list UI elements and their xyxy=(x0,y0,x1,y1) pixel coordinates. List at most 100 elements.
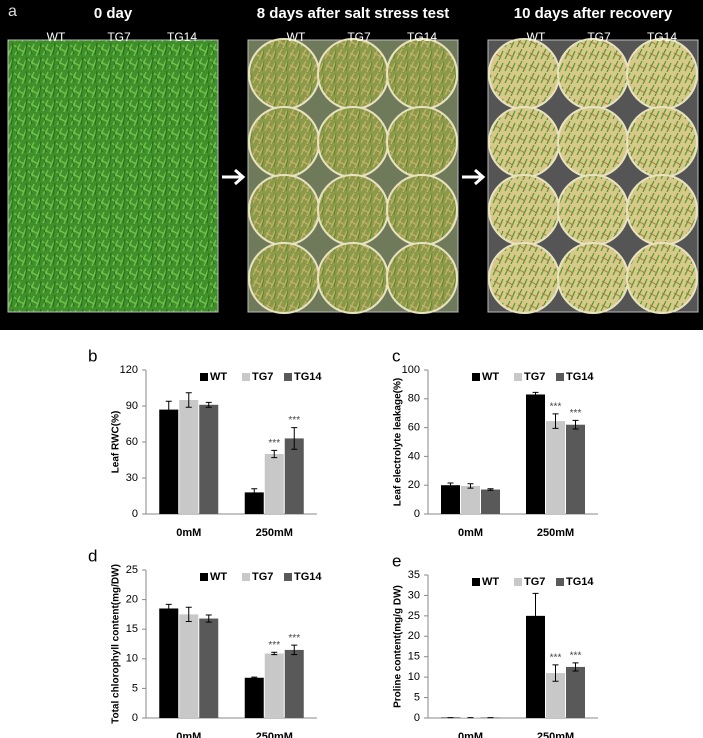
y-tick-label: 30 xyxy=(408,589,420,601)
legend-swatch xyxy=(514,373,522,381)
legend-swatch xyxy=(556,373,564,381)
error-bar xyxy=(185,392,192,408)
y-tick-label: 20 xyxy=(408,630,420,642)
pot xyxy=(248,242,320,314)
legend-label: TG14 xyxy=(294,371,322,383)
legend-swatch xyxy=(472,578,480,586)
genotype-label: TG14 xyxy=(647,30,677,44)
bar xyxy=(441,485,460,514)
pot xyxy=(488,38,560,110)
pot xyxy=(557,106,629,178)
y-tick-label: 35 xyxy=(408,569,420,581)
pot xyxy=(386,106,458,178)
x-tick-label: 0mM xyxy=(176,527,201,539)
legend-label: WT xyxy=(482,576,499,588)
bar xyxy=(244,492,264,514)
error-bar xyxy=(552,664,559,682)
legend-label: TG7 xyxy=(524,576,545,588)
genotype-label: TG14 xyxy=(407,30,437,44)
pot xyxy=(386,38,458,110)
legend-swatch xyxy=(514,578,522,586)
error-bar xyxy=(205,401,212,408)
legend-label: TG7 xyxy=(252,371,273,383)
legend-label: WT xyxy=(210,371,227,383)
pot xyxy=(488,106,560,178)
bar xyxy=(264,653,284,718)
legend-label: TG14 xyxy=(566,576,594,588)
x-tick-label: 0mM xyxy=(458,527,483,539)
panel-label: b xyxy=(88,346,97,365)
y-tick-label: 120 xyxy=(120,364,138,376)
bar xyxy=(566,666,585,718)
legend-label: TG7 xyxy=(524,371,545,383)
panel-label: e xyxy=(392,551,401,570)
pot xyxy=(317,38,389,110)
genotype-label: WT xyxy=(527,30,546,44)
photo-panel: a 0 day WT TG7 TG14 8 days after salt stress … xyxy=(7,3,699,314)
bar xyxy=(461,485,480,514)
pot xyxy=(317,174,389,246)
photo-title: 8 days after salt stress test xyxy=(257,5,450,22)
error-bar xyxy=(487,488,494,491)
legend-swatch xyxy=(200,573,208,581)
pot xyxy=(557,38,629,110)
bar xyxy=(179,400,199,514)
error-bar xyxy=(532,391,539,398)
x-tick-label: 0mM xyxy=(458,731,483,738)
pot xyxy=(317,106,389,178)
significance-label: *** xyxy=(570,408,582,419)
significance-label: *** xyxy=(268,640,280,651)
y-axis-label: Leaf electrolyte leakage(%) xyxy=(393,378,404,506)
significance-label: *** xyxy=(550,402,562,413)
arrow xyxy=(462,168,486,186)
error-bar xyxy=(185,606,192,623)
y-tick-label: 15 xyxy=(126,623,138,635)
pot xyxy=(317,242,389,314)
x-tick-label: 0mM xyxy=(176,731,201,738)
bar xyxy=(199,404,219,514)
legend-swatch xyxy=(242,573,250,581)
y-tick-label: 100 xyxy=(402,364,420,376)
pot xyxy=(386,174,458,246)
bar xyxy=(546,421,565,514)
error-bar xyxy=(271,449,278,459)
photo-title: 0 day xyxy=(94,5,133,22)
x-tick-label: 250mM xyxy=(256,731,293,738)
bar xyxy=(199,618,219,718)
x-tick-label: 250mM xyxy=(256,527,293,539)
bar xyxy=(159,608,179,718)
photo xyxy=(7,39,219,313)
significance-label: *** xyxy=(550,653,562,664)
pot xyxy=(626,174,698,246)
y-tick-label: 60 xyxy=(408,422,420,434)
genotype-label: TG14 xyxy=(167,30,197,44)
genotype-label: WT xyxy=(287,30,306,44)
y-tick-label: 0 xyxy=(132,712,138,724)
legend-label: TG14 xyxy=(566,371,594,383)
significance-label: *** xyxy=(288,633,300,644)
genotype-label: TG7 xyxy=(347,30,371,44)
y-tick-label: 10 xyxy=(408,671,420,683)
pot xyxy=(488,174,560,246)
error-bar xyxy=(552,413,559,429)
legend-swatch xyxy=(556,578,564,586)
pot xyxy=(386,242,458,314)
x-tick-label: 250mM xyxy=(537,731,574,738)
error-bar xyxy=(165,603,172,614)
pot xyxy=(626,38,698,110)
error-bar xyxy=(447,482,454,488)
bar xyxy=(481,489,500,514)
error-bar xyxy=(251,676,258,679)
pot xyxy=(248,38,320,110)
y-tick-label: 90 xyxy=(126,400,138,412)
significance-label: *** xyxy=(288,415,300,426)
pot xyxy=(248,174,320,246)
pot xyxy=(626,242,698,314)
y-axis-label: Leaf RWC(%) xyxy=(111,411,122,474)
bar xyxy=(284,649,304,718)
pot xyxy=(248,106,320,178)
bar xyxy=(179,614,199,718)
y-tick-label: 80 xyxy=(408,393,420,405)
error-bar xyxy=(291,644,298,656)
